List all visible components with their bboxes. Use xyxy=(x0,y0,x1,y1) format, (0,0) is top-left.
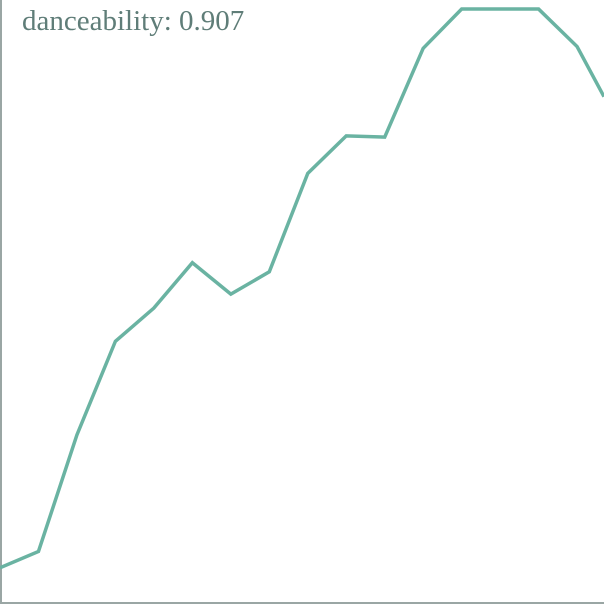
series-line xyxy=(0,7,604,570)
chart-label: danceability: 0.907 xyxy=(22,5,245,37)
